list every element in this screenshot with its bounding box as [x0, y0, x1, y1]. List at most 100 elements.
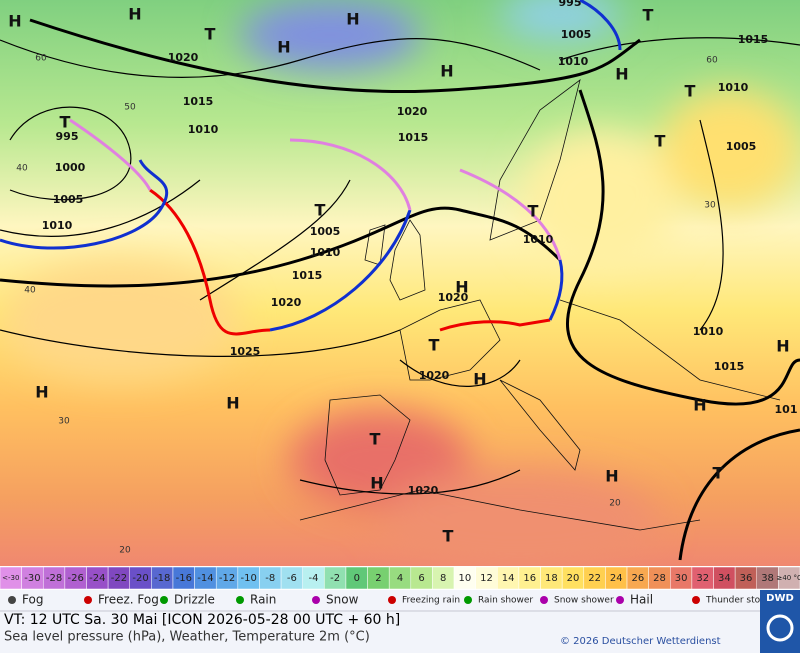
- legend-label: Freezing rain: [402, 596, 460, 606]
- isobar-label: 101: [775, 403, 798, 416]
- colorbar-label: -4: [309, 573, 319, 584]
- colorbar-label: 20: [567, 573, 580, 584]
- isobar-label: 1020: [438, 291, 469, 304]
- pressure-center: H: [440, 62, 453, 81]
- pressure-center: H: [8, 12, 21, 31]
- pressure-center: H: [277, 38, 290, 57]
- legend-label: Rain shower: [478, 596, 533, 606]
- pressure-center: H: [346, 10, 359, 29]
- temperature-label: 60: [35, 54, 47, 64]
- legend-symbol: [312, 596, 320, 604]
- isobar-label: 1015: [714, 360, 745, 373]
- colorbar-label: 0: [354, 573, 360, 584]
- isobar-label: 1010: [188, 123, 219, 136]
- pressure-center: T: [60, 113, 71, 132]
- pressure-center: T: [643, 6, 654, 25]
- colorbar-label: -26: [68, 573, 84, 584]
- pressure-center: H: [605, 467, 618, 486]
- pressure-center: H: [35, 383, 48, 402]
- pressure-center: T: [528, 202, 539, 221]
- legend-label: Snow shower: [554, 596, 614, 606]
- legend-label: Rain: [250, 593, 276, 607]
- legend-symbol: [464, 596, 472, 604]
- colorbar-label: -14: [197, 573, 213, 584]
- colorbar-label: -18: [154, 573, 170, 584]
- logo-text: DWD: [766, 593, 794, 604]
- colorbar-label: -2: [330, 573, 340, 584]
- pressure-center: H: [128, 5, 141, 24]
- colorbar-label: ≥40 °C: [776, 574, 800, 582]
- legend-label: Fog: [22, 593, 43, 607]
- legend-label: Freez. Fog: [98, 593, 159, 607]
- colorbar-label: 6: [418, 573, 424, 584]
- isobar-label: 1005: [310, 225, 341, 238]
- colorbar-label: -16: [176, 573, 192, 584]
- isobar-label: 1015: [183, 95, 214, 108]
- isobar-label: 1010: [558, 55, 589, 68]
- colorbar-label: 26: [631, 573, 644, 584]
- pressure-center: H: [776, 337, 789, 356]
- pressure-center: T: [315, 201, 326, 220]
- temperature-label: 30: [704, 201, 716, 211]
- isobar-label: 1005: [53, 193, 84, 206]
- pressure-center: T: [713, 464, 724, 483]
- isobar-label: 1020: [168, 51, 199, 64]
- pressure-center: T: [370, 430, 381, 449]
- pressure-center: T: [429, 336, 440, 355]
- legend-label: Snow: [326, 593, 359, 607]
- colorbar-label: -12: [219, 573, 235, 584]
- pressure-center: H: [226, 394, 239, 413]
- legend-label: Thunder storm: [705, 596, 772, 606]
- colorbar-label: -28: [46, 573, 62, 584]
- isobar-label: 1010: [523, 233, 554, 246]
- isobar-label: 1020: [397, 105, 428, 118]
- colorbar-label: <-30: [2, 574, 19, 582]
- isobar-label: 1010: [310, 246, 341, 259]
- colorbar-label: 8: [440, 573, 446, 584]
- legend-symbol: [616, 596, 624, 604]
- pressure-center: T: [443, 527, 454, 546]
- colorbar-label: 34: [718, 573, 731, 584]
- isobar-label: 1020: [408, 484, 439, 497]
- colorbar-label: -8: [265, 573, 275, 584]
- isobar-label: 1015: [292, 269, 323, 282]
- colorbar-label: 36: [740, 573, 753, 584]
- temperature-label: 60: [706, 56, 718, 66]
- isobar-label: 1000: [55, 161, 86, 174]
- colorbar-label: 10: [458, 573, 471, 584]
- isobar-label: 1025: [230, 345, 261, 358]
- isobar-label: 1020: [419, 369, 450, 382]
- temperature-label: 30: [58, 417, 70, 427]
- isobar-label: 1010: [693, 325, 724, 338]
- pressure-center: H: [473, 370, 486, 389]
- colorbar-label: -10: [240, 573, 256, 584]
- isobar-label: 1010: [718, 81, 749, 94]
- legend-symbol: [388, 596, 396, 604]
- colorbar-label: 38: [761, 573, 774, 584]
- legend-symbol: [236, 596, 244, 604]
- description: Sea level pressure (hPa), Weather, Tempe…: [4, 630, 370, 645]
- legend-label: Drizzle: [174, 593, 215, 607]
- colorbar-label: 32: [696, 573, 709, 584]
- pressure-center: H: [455, 278, 468, 297]
- colorbar-label: 24: [610, 573, 623, 584]
- isobar-label: 1005: [726, 140, 757, 153]
- isobar-label: 995: [56, 130, 79, 143]
- copyright: © 2026 Deutscher Wetterdienst: [560, 636, 721, 647]
- legend-symbol: [8, 596, 16, 604]
- colorbar-label: 4: [397, 573, 403, 584]
- legend-label: Hail: [630, 593, 653, 607]
- pressure-center: T: [685, 82, 696, 101]
- temperature-label: 20: [609, 499, 621, 509]
- map-area: H H T H H H T H T T T T H T H T H T H H H T H H T 1020 1015 1010 995…: [0, 0, 800, 566]
- temperature-label: 20: [119, 546, 131, 556]
- isobar-label: 1015: [398, 131, 429, 144]
- legend-symbol: [692, 596, 700, 604]
- colorbar-label: -30: [24, 573, 40, 584]
- colorbar-label: -24: [89, 573, 105, 584]
- colorbar-label: -22: [111, 573, 127, 584]
- colorbar-label: 22: [588, 573, 601, 584]
- isobar-label: 995: [559, 0, 582, 9]
- pressure-center: T: [205, 25, 216, 44]
